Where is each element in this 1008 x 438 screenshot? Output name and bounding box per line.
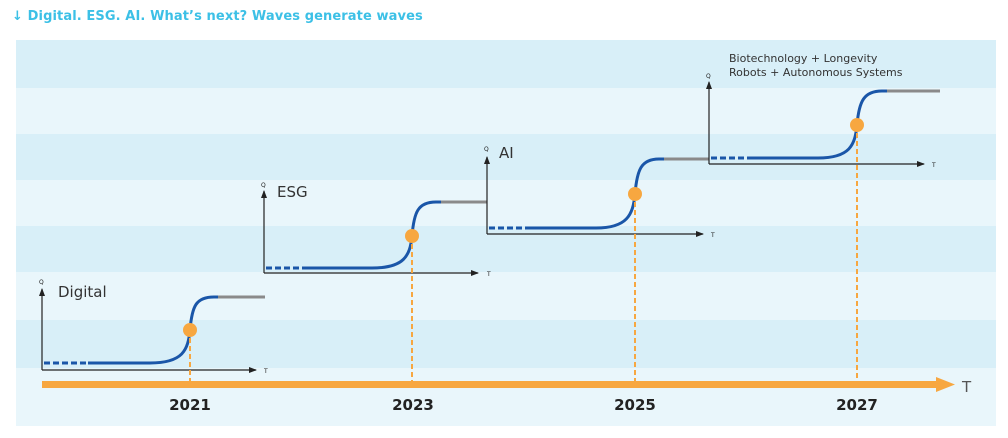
band <box>16 88 996 134</box>
main-timeline: T <box>42 377 972 396</box>
wave-x-axis-label: T <box>931 162 936 169</box>
timeline-axis-label: T <box>961 378 972 396</box>
year-label: 2021 <box>169 396 211 414</box>
wave-x-axis-label: T <box>263 368 268 375</box>
wave-y-axis-label: Q <box>261 182 266 189</box>
wave-marker <box>405 229 419 243</box>
wave-y-axis-label: Q <box>484 146 489 153</box>
wave-label-line-2: Robots + Autonomous Systems <box>729 66 903 79</box>
year-label: 2025 <box>614 396 656 414</box>
wave-label-line-1: Biotechnology + Longevity <box>729 52 878 65</box>
wave-label: ESG <box>277 183 308 201</box>
wave-x-axis-label: T <box>710 232 715 239</box>
wave-ai: Q T AI 2025 <box>484 144 715 414</box>
timeline-arrowhead <box>936 377 955 392</box>
timeline-bar <box>42 381 938 388</box>
band <box>16 272 996 320</box>
year-label: 2027 <box>836 396 878 414</box>
wave-biotech-robots: Q T Biotechnology + Longevity Robots + A… <box>706 52 940 414</box>
wave-label: AI <box>499 144 514 162</box>
wave-label: Digital <box>58 283 107 301</box>
background-bands <box>16 40 996 426</box>
wave-digital: Q T Digital 2021 <box>39 279 268 414</box>
wave-marker <box>183 323 197 337</box>
wave-y-axis-label: Q <box>706 73 711 80</box>
year-label: 2023 <box>392 396 434 414</box>
wave-x-axis-label: T <box>486 271 491 278</box>
diagram-title: ↓ Digital. ESG. AI. What’s next? Waves g… <box>12 9 423 24</box>
band <box>16 368 996 426</box>
band <box>16 320 996 368</box>
band <box>16 180 996 226</box>
wave-marker <box>850 118 864 132</box>
band <box>16 226 996 272</box>
wave-y-axis-label: Q <box>39 279 44 286</box>
band <box>16 40 996 88</box>
wave-esg: Q T ESG 2023 <box>261 182 491 414</box>
wave-marker <box>628 187 642 201</box>
